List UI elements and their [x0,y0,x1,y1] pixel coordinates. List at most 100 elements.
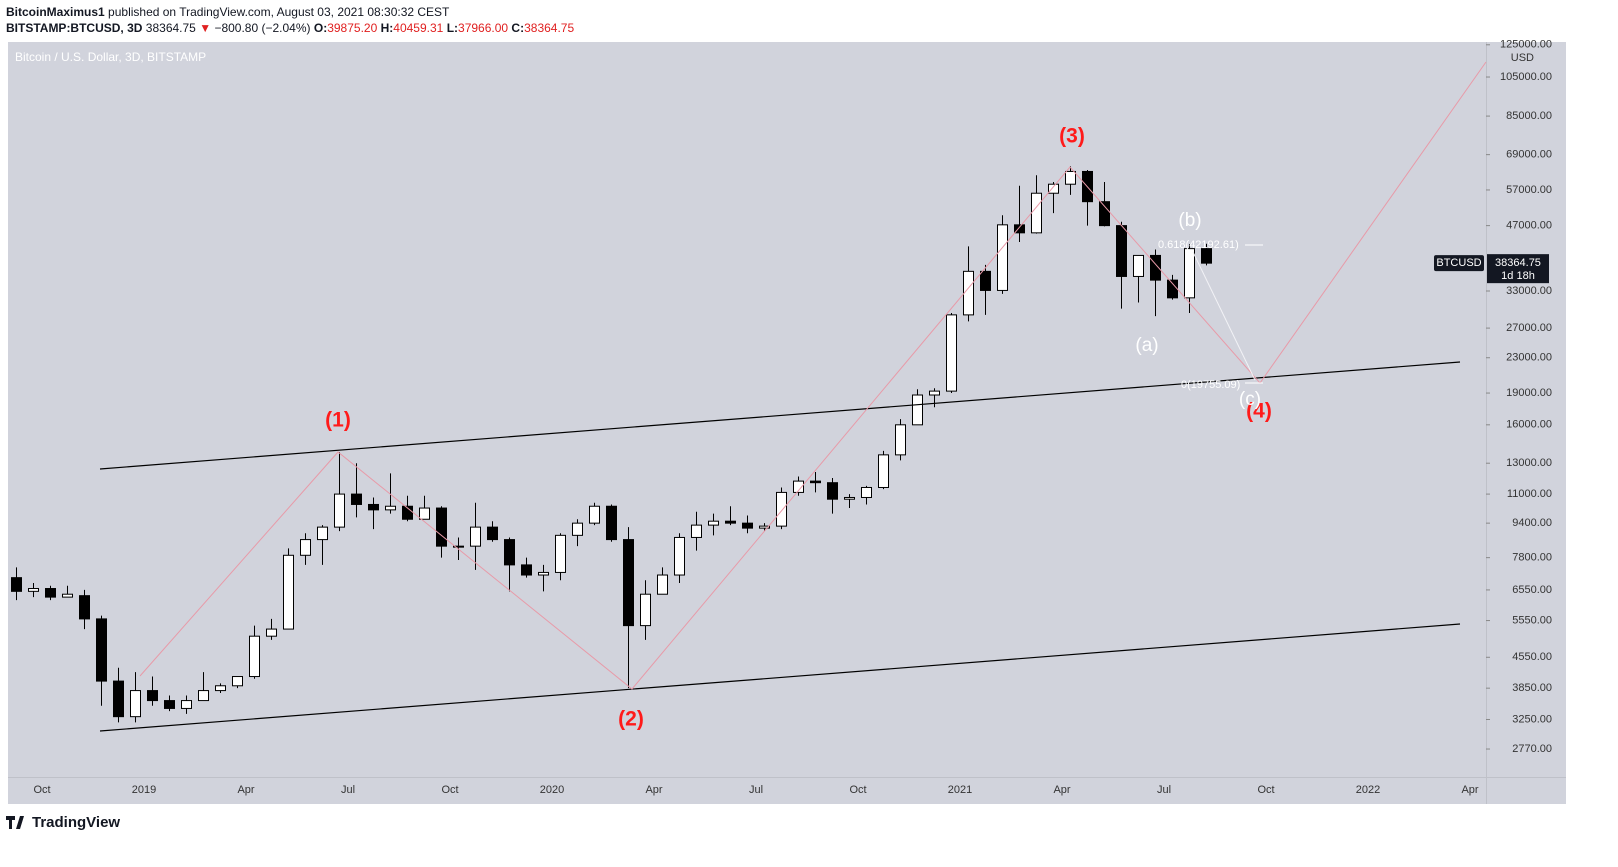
ohlc: O:39875.20 H:40459.31 L:37966.00 C:38364… [314,21,574,35]
quote-line: BITSTAMP:BTCUSD, 3D 38364.75 ▼ −800.80 (… [6,20,574,36]
candle-body [929,390,940,396]
price-label: 38364.75 [1495,257,1541,269]
y-tick-label: 125000.00 [1500,39,1552,51]
ohlc-label: O: [313,21,328,35]
candle-body [844,496,855,500]
candle-body [198,690,209,702]
x-tick-label: Oct [441,784,458,796]
symbol: BITSTAMP:BTCUSD, 3D [6,21,143,35]
candle-body [1014,224,1025,234]
ohlc-label: L: [446,21,459,35]
wave-path [139,61,1487,690]
author[interactable]: BitcoinMaximus1 [6,5,105,19]
correction-path [1192,251,1256,381]
y-tick-label: 105000.00 [1500,71,1552,83]
candle-body [504,539,515,566]
candle-body [1065,170,1076,185]
candle-body [521,564,532,576]
logo-icon [6,816,24,829]
y-tick-label: 27000.00 [1506,322,1552,334]
candle-body [113,680,124,718]
candle-body [11,577,22,592]
candle-body [181,700,192,709]
wave-label: (a) [1135,335,1158,356]
candle-body [1116,225,1127,277]
x-tick-label: Jul [341,784,355,796]
header: BitcoinMaximus1 published on TradingView… [6,4,574,36]
candle-body [45,588,56,598]
candle-body [674,536,685,576]
candle-body [266,628,277,637]
candle-body [810,480,821,484]
trendline [99,361,1461,470]
symbol-label: BTCUSD [1436,257,1481,269]
candle-body [79,595,90,620]
x-tick-label: Apr [1053,784,1070,796]
ohlc-value: 40459.31 [393,21,444,35]
y-tick-label: 13000.00 [1506,457,1552,469]
candle-body [368,503,379,511]
x-tick-label: Apr [237,784,254,796]
y-tick-label: 47000.00 [1506,220,1552,232]
candle-body [453,545,464,548]
trendline [99,623,1461,732]
y-tick-label: 69000.00 [1506,149,1552,161]
candle-body [470,526,481,547]
y-tick-label: 3850.00 [1512,682,1552,694]
wave-label: (c) [1239,389,1261,410]
candle-body [946,314,957,392]
x-tick-label: 2021 [948,784,972,796]
x-tick-label: Oct [33,784,50,796]
wave-label: (2) [618,708,644,731]
candle-body [572,522,583,536]
y-tick-label: 6550.00 [1512,584,1552,596]
x-tick-label: 2020 [540,784,564,796]
y-tick-label: 2770.00 [1512,743,1552,755]
publish-line: BitcoinMaximus1 published on TradingView… [6,4,574,20]
candle-body [164,700,175,709]
y-tick-label: 4550.00 [1512,651,1552,663]
candle-body [487,526,498,541]
candle-body [878,454,889,488]
brand[interactable]: TradingView [32,814,120,831]
ohlc-label: H: [380,21,394,35]
wave-label: (3) [1059,125,1085,148]
candle-body [538,571,549,576]
candle-body [1133,254,1144,277]
candle-body [555,534,566,573]
y-tick-label: 9400.00 [1512,517,1552,529]
candle-body [436,507,447,547]
candle-body [963,270,974,316]
y-tick-label: 23000.00 [1506,352,1552,364]
candle-body [1099,201,1110,227]
candle-body [130,690,141,718]
y-tick-label: 16000.00 [1506,419,1552,431]
logo: TradingView [6,814,120,831]
y-tick-label: 5550.00 [1512,614,1552,626]
candles [11,166,1212,723]
price-tag [1487,254,1549,284]
candle-body [861,486,872,498]
x-tick-label: Oct [1257,784,1274,796]
candle-body [1201,248,1212,264]
x-tick-label: 2022 [1356,784,1380,796]
ohlc-label: C: [511,21,525,35]
x-tick-label: Apr [1461,784,1478,796]
wave-label: (4) [1246,400,1272,423]
y-tick-label: 11000.00 [1507,488,1552,500]
drawings: 0.618(42192.61) 0(19755.09) (1) (2) (3) … [99,61,1487,732]
candle-body [385,505,396,511]
candle-body [419,507,430,520]
y-tick-label: 57000.00 [1506,184,1552,196]
countdown-label: 1d 18h [1501,270,1535,282]
candle-body [28,588,39,592]
candle-body [827,482,838,500]
y-tick-label: 19000.00 [1506,387,1552,399]
symbol-tag [1434,255,1484,272]
candle-body [1048,183,1059,194]
candle-body [62,593,73,598]
candle-body [334,493,345,528]
candle-body [742,522,753,529]
candle-body [1031,192,1042,234]
candle-body [657,574,668,595]
